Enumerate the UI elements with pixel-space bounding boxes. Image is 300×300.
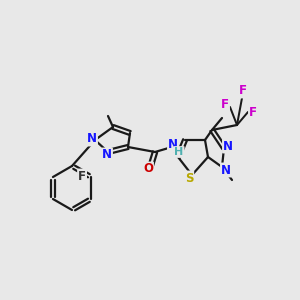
- Text: F: F: [78, 169, 86, 182]
- Text: N: N: [223, 140, 233, 152]
- Text: F: F: [249, 106, 257, 118]
- Text: N: N: [221, 164, 231, 176]
- Text: F: F: [221, 98, 229, 112]
- Text: N: N: [168, 139, 178, 152]
- Text: S: S: [185, 172, 193, 184]
- Text: N: N: [87, 133, 97, 146]
- Text: O: O: [143, 163, 153, 176]
- Text: N: N: [102, 148, 112, 161]
- Text: F: F: [239, 85, 247, 98]
- Text: H: H: [174, 147, 184, 157]
